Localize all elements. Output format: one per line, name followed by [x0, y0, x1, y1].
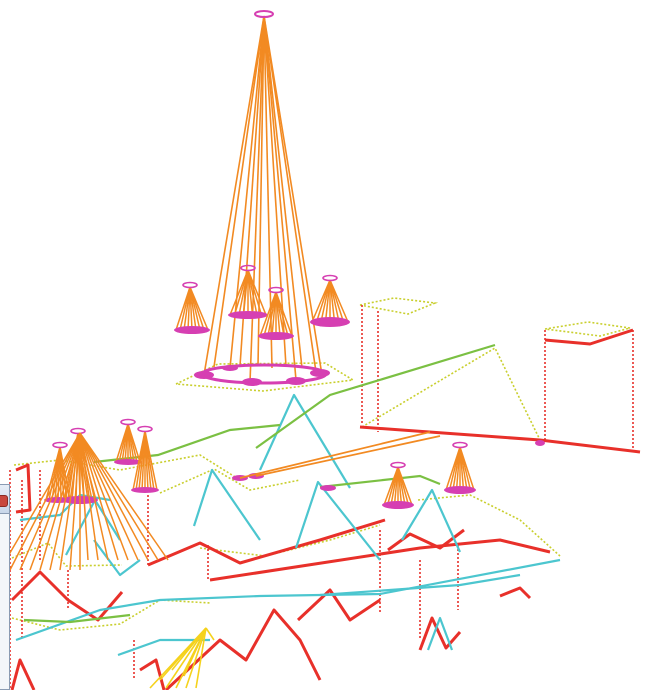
- small-cone: [228, 264, 268, 319]
- window-close-icon[interactable]: [0, 495, 8, 507]
- orange-connector: [239, 431, 441, 479]
- small-cones: [0, 264, 476, 571]
- small-cone: [174, 281, 210, 334]
- small-cone: [114, 418, 142, 465]
- window-fragment: [0, 484, 10, 690]
- small-cone: [258, 286, 294, 340]
- small-cone: [444, 441, 476, 494]
- small-cone: [79, 432, 169, 561]
- small-cone: [382, 461, 414, 509]
- small-cone: [310, 274, 350, 327]
- yellow-fan: [149, 627, 215, 689]
- vertical-dotted-lines: [9, 305, 634, 690]
- floor-outlines: [11, 297, 631, 631]
- wall-edges: [10, 328, 641, 690]
- roof-cyan: [15, 393, 561, 657]
- small-cone: [0, 432, 81, 571]
- small-cone: [131, 425, 159, 493]
